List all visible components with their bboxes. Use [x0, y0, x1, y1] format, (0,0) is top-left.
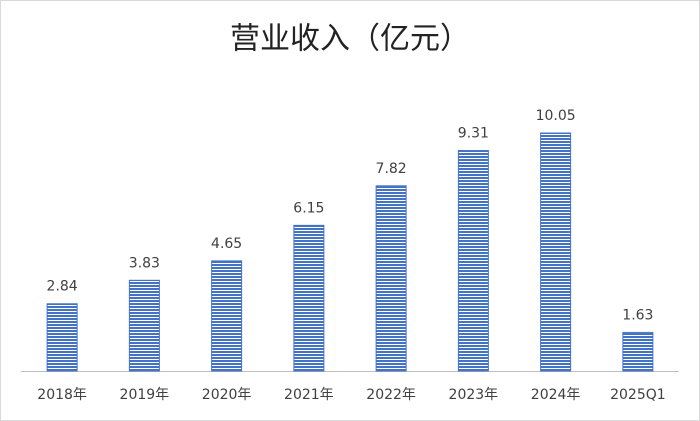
data-label: 1.63	[622, 307, 653, 323]
chart-title: 营业收入（亿元）	[230, 22, 470, 57]
bar	[46, 303, 78, 372]
x-tick-label: 2025Q1	[610, 387, 666, 403]
x-tick-label: 2020年	[202, 387, 252, 403]
x-tick-label: 2019年	[120, 387, 170, 403]
x-tick-label: 2018年	[37, 387, 87, 403]
data-label: 10.05	[536, 108, 576, 124]
bar	[211, 260, 243, 372]
x-tick-label: 2024年	[531, 387, 581, 403]
bar	[622, 331, 654, 372]
bar	[128, 279, 160, 372]
data-label: 6.15	[293, 200, 324, 216]
data-label: 2.84	[47, 279, 78, 295]
x-tick-label: 2022年	[366, 387, 416, 403]
data-label: 7.82	[376, 161, 407, 177]
bar	[375, 185, 407, 372]
bar	[457, 150, 489, 372]
x-tick-label: 2023年	[449, 387, 499, 403]
x-tick-label: 2021年	[284, 387, 334, 403]
bar	[540, 132, 572, 372]
data-label: 9.31	[458, 126, 489, 142]
bar	[293, 224, 325, 372]
data-label: 3.83	[129, 255, 160, 271]
data-label: 4.65	[211, 236, 242, 252]
